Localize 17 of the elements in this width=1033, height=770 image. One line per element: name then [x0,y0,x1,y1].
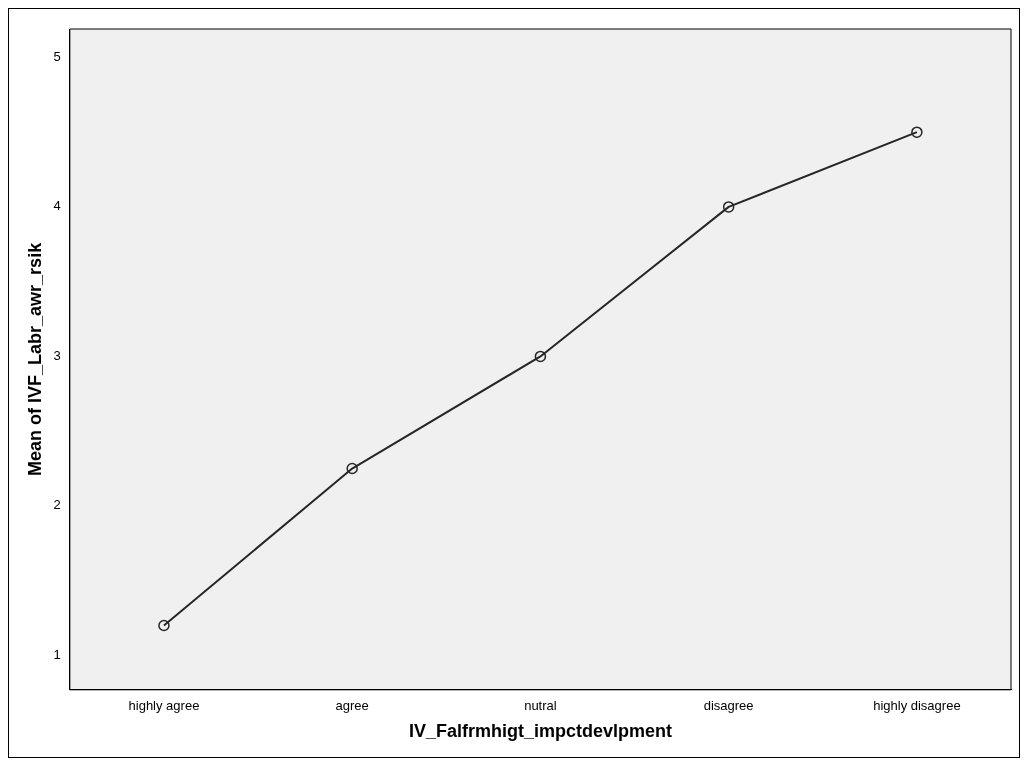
x-tick-label: highly agree [128,698,200,714]
y-tick-label: 2 [53,497,61,513]
point [722,201,735,213]
point [158,619,170,632]
point [534,350,547,363]
x-axis-title: IV_Falfrmhigt_impctdevlpment [408,721,672,742]
y-tick-label: 5 [53,48,61,64]
point [911,126,923,138]
point [346,462,358,475]
y-tick-label: 1 [53,646,61,662]
y-tick-label: 3 [53,347,61,363]
x-tick-label: agree [335,698,369,714]
x-tick-label: nutral [524,698,557,714]
x-tick-label: highly disagree [873,698,961,714]
y-tick-label: 4 [53,198,61,214]
y-axis-title: Mean of IVF_Labr_awr_rsik [24,241,45,476]
x-tick-label: disagree [703,698,754,714]
